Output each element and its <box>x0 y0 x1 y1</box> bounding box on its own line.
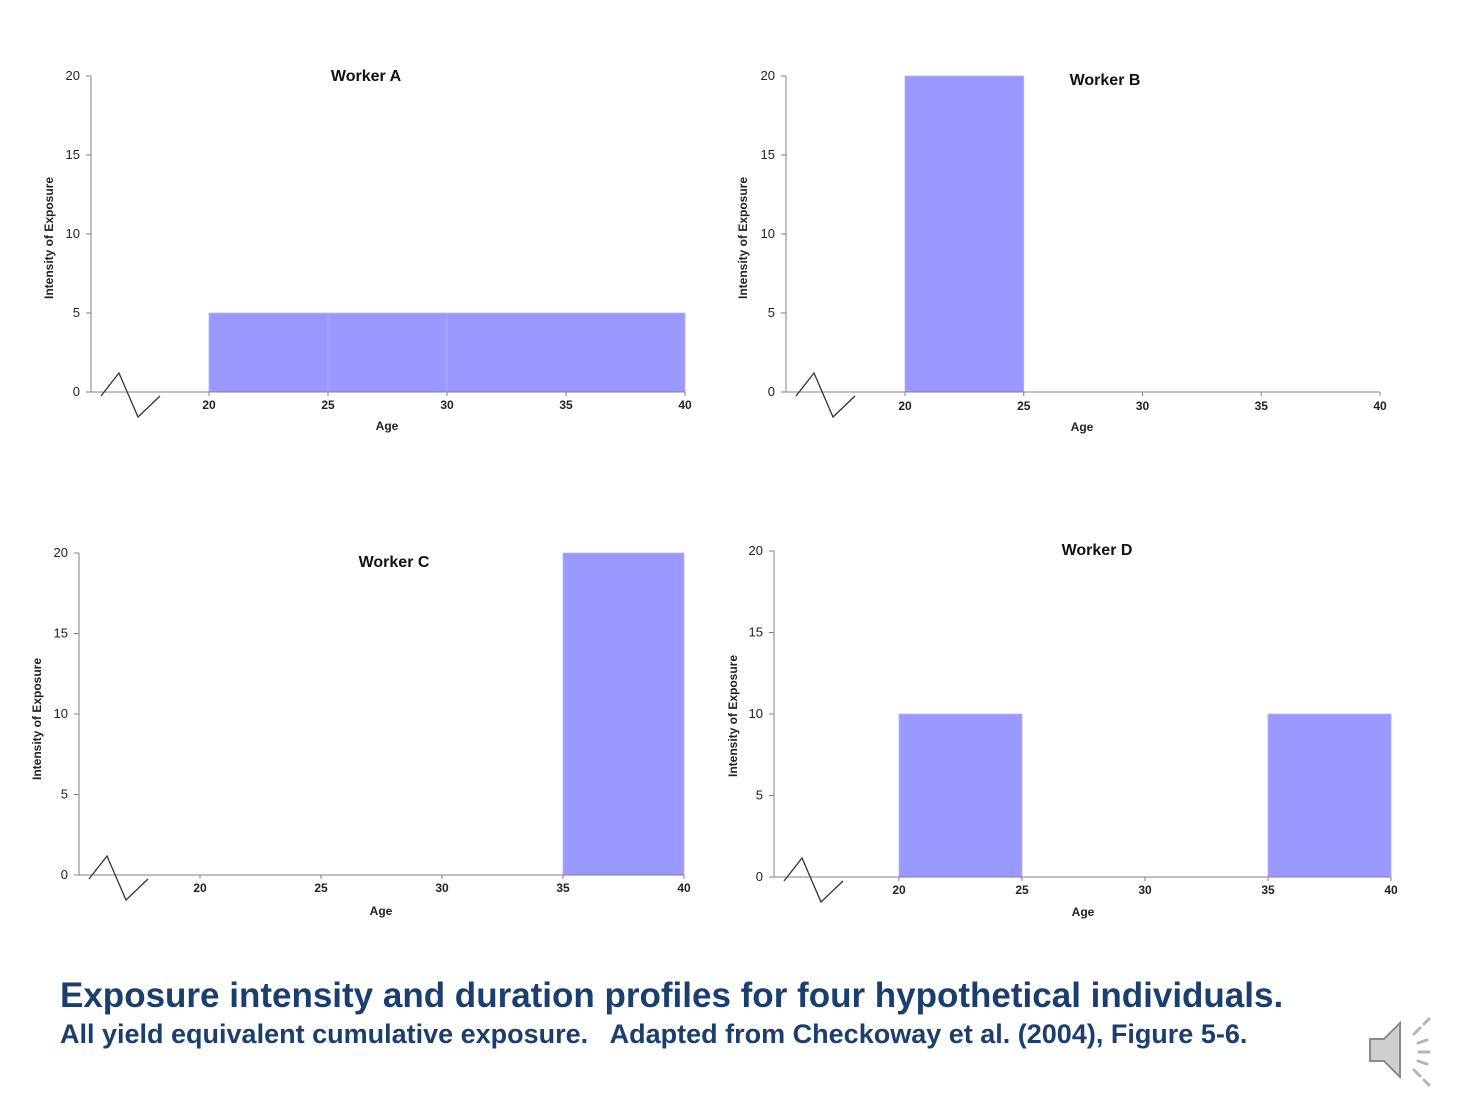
x-tick-label: 25 <box>321 398 335 412</box>
speaker-icon[interactable] <box>1366 1012 1450 1088</box>
bar <box>327 312 448 393</box>
y-tick-label: 5 <box>768 305 775 320</box>
x-tick-label: 25 <box>1017 399 1031 413</box>
x-tick-label: 35 <box>556 881 570 895</box>
axis-break-icon <box>795 371 856 419</box>
x-tick-label: 25 <box>314 881 328 895</box>
y-tick-label: 0 <box>61 867 68 882</box>
x-tick-label: 40 <box>1373 399 1387 413</box>
y-tick-label: 5 <box>73 305 80 320</box>
y-tick-label: 15 <box>66 147 80 162</box>
y-axis-label: Intensity of Exposure <box>30 658 44 780</box>
x-tick-label: 30 <box>440 398 454 412</box>
x-tick-label: 20 <box>202 398 216 412</box>
x-tick-label: 35 <box>1255 399 1269 413</box>
x-axis-label: Age <box>376 419 399 433</box>
y-axis-label: Intensity of Exposure <box>726 655 740 777</box>
chart-title: Worker B <box>1070 72 1141 89</box>
axis-break-icon <box>100 371 161 419</box>
x-axis-label: Age <box>1072 905 1095 919</box>
axis-break-icon <box>88 854 149 902</box>
y-tick-label: 20 <box>749 543 763 558</box>
x-tick-label: 30 <box>1136 399 1150 413</box>
y-tick-label: 10 <box>761 226 775 241</box>
x-tick-label: 30 <box>435 881 449 895</box>
y-axis-label: Intensity of Exposure <box>42 177 56 299</box>
chart-title: Worker D <box>1062 542 1133 559</box>
x-axis-label: Age <box>1071 420 1094 434</box>
y-axis-label: Intensity of Exposure <box>736 177 750 299</box>
x-tick-label: 40 <box>678 398 692 412</box>
y-tick-label: 20 <box>66 68 80 83</box>
x-tick-label: 40 <box>1384 883 1398 897</box>
chart-title: Worker A <box>331 68 402 85</box>
x-tick-label: 25 <box>1015 883 1029 897</box>
caption-title: Exposure intensity and duration profiles… <box>60 976 1284 1015</box>
x-tick-label: 35 <box>559 398 573 412</box>
y-tick-label: 10 <box>66 226 80 241</box>
bar <box>562 552 685 876</box>
y-tick-label: 5 <box>756 788 763 803</box>
y-tick-label: 0 <box>768 384 775 399</box>
caption-subtitle: All yield equivalent cumulative exposure… <box>60 1019 1248 1049</box>
y-tick-label: 10 <box>749 706 763 721</box>
y-tick-label: 0 <box>73 384 80 399</box>
x-axis-label: Age <box>370 904 393 918</box>
x-tick-label: 20 <box>892 883 906 897</box>
x-tick-label: 20 <box>898 399 912 413</box>
y-tick-label: 15 <box>761 147 775 162</box>
y-tick-label: 20 <box>761 68 775 83</box>
bar <box>898 713 1023 878</box>
bar <box>904 75 1025 393</box>
chart-title: Worker C <box>359 554 430 571</box>
y-tick-label: 15 <box>749 625 763 640</box>
x-tick-label: 40 <box>677 881 691 895</box>
axis-break-icon <box>783 856 844 904</box>
y-tick-label: 20 <box>54 545 68 560</box>
y-tick-label: 5 <box>61 787 68 802</box>
bar <box>1267 713 1392 878</box>
y-tick-label: 0 <box>756 869 763 884</box>
x-tick-label: 20 <box>193 881 207 895</box>
x-tick-label: 30 <box>1138 883 1152 897</box>
bar <box>446 312 686 393</box>
y-tick-label: 15 <box>54 626 68 641</box>
bar <box>208 312 329 393</box>
x-tick-label: 35 <box>1261 883 1275 897</box>
y-tick-label: 10 <box>54 706 68 721</box>
